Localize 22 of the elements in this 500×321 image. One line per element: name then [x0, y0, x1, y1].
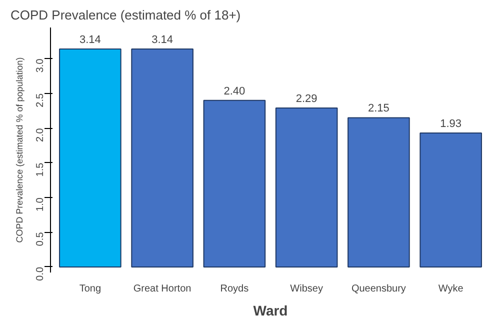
data-label: 2.40 [224, 85, 246, 98]
data-label: 1.93 [440, 118, 462, 130]
y-tick-label: 2.5 [35, 92, 46, 108]
x-tick-label: Wyke [438, 284, 464, 294]
y-tick-label: 0.0 [35, 266, 46, 281]
x-tick-label: Queensbury [351, 284, 406, 294]
y-tick-label: 2.0 [35, 128, 46, 142]
y-axis-title: COPD Prevalence (estimated % of population) [14, 57, 24, 243]
x-tick-label: Wibsey [290, 284, 323, 294]
x-tick-label: Great Horton [133, 284, 192, 294]
x-tick-label: Tong [79, 284, 102, 294]
data-label: 2.15 [368, 102, 390, 115]
x-axis-title: Ward [253, 302, 288, 318]
x-tick-label: Royds [220, 284, 249, 294]
chart-title: COPD Prevalence (estimated % of 18+) [10, 8, 241, 22]
y-tick-label: 1.0 [35, 197, 46, 212]
y-tick-label: 0.5 [35, 232, 46, 246]
data-label: 2.29 [296, 93, 318, 106]
data-label: 3.14 [79, 34, 101, 46]
data-label: 3.14 [152, 34, 174, 46]
y-tick-label: 1.5 [35, 162, 46, 177]
y-tick-label: 3.0 [35, 58, 46, 73]
